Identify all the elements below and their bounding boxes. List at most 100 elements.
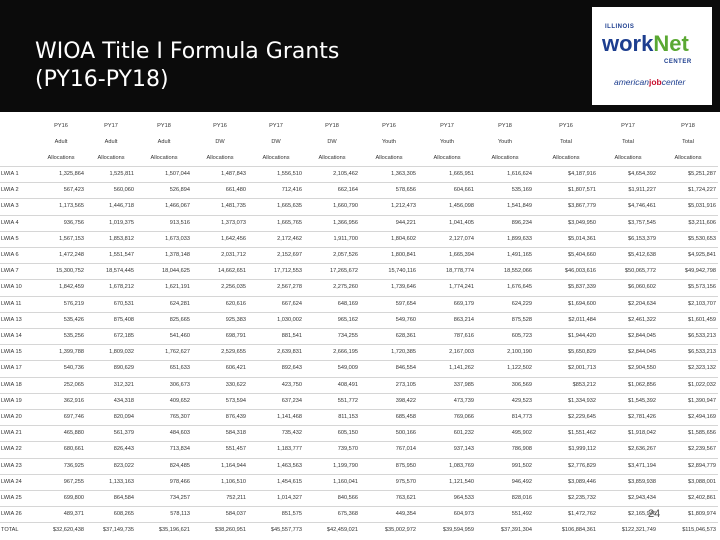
table-row: LWIA 13 535,426 875,408 825,665 925,383 1,030… [0, 312, 718, 328]
allocation-cell: 608,265 [113, 511, 134, 518]
allocation-cell: 273,105 [395, 381, 416, 388]
allocation-cell: 549,009 [304, 360, 360, 378]
allocation-cell: $2,001,713 [534, 360, 598, 378]
allocation-cell: 1,853,812 [86, 231, 136, 248]
allocation-cell: 991,502 [476, 458, 534, 475]
allocation-cell: 1,842,459 [59, 284, 84, 291]
allocation-cell: $2,229,645 [568, 414, 596, 421]
allocation-cell: 824,485 [136, 458, 192, 475]
allocation-cell: 1,014,327 [248, 490, 304, 507]
allocation-cell: 449,354 [395, 511, 416, 518]
allocation-cell: 890,629 [86, 360, 136, 378]
allocation-cell: 604,973 [453, 511, 474, 518]
allocation-cell: 535,426 [63, 316, 84, 323]
allocation-cell: 667,624 [248, 296, 304, 313]
allocation-cell: $4,187,916 [534, 166, 598, 183]
allocation-cell: $1,999,112 [568, 446, 596, 453]
column-allocations-header: Allocations [97, 155, 125, 161]
allocation-cell: 1,122,502 [476, 360, 534, 378]
allocation-cell: 752,211 [192, 490, 248, 507]
allocation-cell: $38,260,951 [192, 522, 248, 539]
lwia-label: LWIA 17 [0, 360, 36, 378]
lwia-label: LWIA 26 [1, 511, 22, 518]
table-row: LWIA 2 567,423 560,060 526,894 661,480 712,41… [0, 182, 718, 199]
table-row: LWIA 20 697,746 820,094 765,307 876,439 1,141… [0, 409, 718, 426]
allocation-cell: $2,011,484 [568, 316, 596, 323]
allocation-cell: $5,650,829 [568, 349, 596, 356]
allocation-cell: 896,234 [511, 219, 532, 226]
allocation-cell: $5,014,361 [534, 231, 598, 248]
allocation-cell: 763,621 [360, 490, 418, 507]
allocation-cell: $35,196,621 [136, 522, 192, 539]
allocation-cell: $37,391,304 [476, 522, 534, 539]
allocation-cell: 1,030,002 [277, 316, 302, 323]
column-year-header: PY16 [213, 123, 227, 129]
column-year-header: PY18 [157, 123, 171, 129]
column-allocations-header: Allocations [206, 155, 234, 161]
allocation-cell: 628,361 [360, 328, 418, 345]
allocation-cell: 661,480 [225, 187, 246, 194]
allocation-cell: 15,740,116 [360, 263, 418, 280]
allocation-cell: 1,673,033 [136, 231, 192, 248]
allocation-cell: 1,199,790 [304, 458, 360, 475]
allocation-cell: 17,265,672 [304, 263, 360, 280]
allocation-cell: 578,656 [395, 187, 416, 194]
allocation-cell: 584,037 [225, 511, 246, 518]
allocation-cell: $2,323,132 [658, 360, 718, 378]
column-allocations-header: Allocations [614, 155, 642, 161]
slide-header: WIOA Title I Formula Grants (PY16-PY18) … [0, 0, 720, 112]
allocation-cell: $1,944,420 [534, 328, 598, 345]
allocation-cell: 252,065 [63, 381, 84, 388]
column-allocations-header: Allocations [552, 155, 580, 161]
allocation-cell: $3,471,194 [598, 458, 658, 475]
header-blank-cell [0, 118, 36, 134]
lwia-label: LWIA 1 [0, 166, 36, 183]
allocation-cell: 561,379 [86, 425, 136, 442]
table-row: LWIA 17 540,736 890,629 651,633 606,421 892,6… [0, 360, 718, 378]
allocation-cell: 734,257 [136, 490, 192, 507]
allocation-cell: $2,636,267 [628, 446, 656, 453]
allocation-cell: $1,724,227 [688, 187, 716, 194]
allocation-cell: 18,778,774 [418, 263, 476, 280]
allocation-cell: 1,366,956 [333, 219, 358, 226]
column-allocations-header: Allocations [150, 155, 178, 161]
allocation-cell: 2,152,697 [277, 252, 302, 259]
allocation-cell: 576,219 [36, 296, 86, 313]
allocation-cell: $1,022,032 [688, 381, 716, 388]
allocation-cell: 601,232 [418, 425, 476, 442]
allocation-cell: 876,439 [225, 414, 246, 421]
allocation-cell: $1,334,932 [534, 393, 598, 410]
allocation-cell: 551,492 [511, 511, 532, 518]
allocation-cell: $1,601,459 [688, 316, 716, 323]
allocation-cell: 786,908 [511, 446, 532, 453]
allocation-cell: 698,791 [192, 328, 248, 345]
column-program-header: DW [215, 139, 225, 145]
allocation-cell: $1,472,762 [568, 511, 596, 518]
allocation-cell: $1,062,856 [628, 381, 656, 388]
formula-grants-table: PY16 PY17 PY18 PY16 PY17 PY18 PY16 PY17 PY18 PY16… [0, 118, 718, 539]
allocation-cell: $5,404,660 [568, 252, 596, 259]
allocation-cell: 573,594 [192, 393, 248, 410]
allocation-cell: 1,665,635 [248, 198, 304, 216]
allocation-cell: 1,456,098 [418, 198, 476, 216]
allocation-cell: $39,594,959 [418, 522, 476, 539]
allocation-cell: $1,545,392 [598, 393, 658, 410]
allocation-cell: $1,809,974 [688, 511, 716, 518]
allocation-cell: $3,867,779 [534, 198, 598, 216]
logo-work: work [602, 31, 654, 56]
table-row: LWIA 4 936,756 1,019,375 913,516 1,373,073 1,… [0, 215, 718, 231]
allocation-cell: 767,014 [395, 446, 416, 453]
allocation-cell: 2,639,831 [277, 349, 302, 356]
column-year-header: PY18 [681, 123, 695, 129]
allocation-cell: 1,676,645 [507, 284, 532, 291]
table-row: LWIA 10 1,842,459 1,678,212 1,621,191 2,256,… [0, 279, 718, 296]
allocation-cell: $122,321,749 [598, 522, 658, 539]
allocation-cell: 1,525,811 [86, 166, 136, 183]
allocation-cell: 1,121,540 [449, 478, 474, 485]
allocation-cell: 2,256,035 [221, 284, 246, 291]
allocation-cell: 2,172,462 [248, 231, 304, 248]
allocation-cell: $1,911,227 [628, 187, 656, 194]
allocation-cell: 434,318 [86, 393, 136, 410]
allocation-cell: 624,281 [136, 296, 192, 313]
allocation-cell: $2,781,426 [628, 414, 656, 421]
